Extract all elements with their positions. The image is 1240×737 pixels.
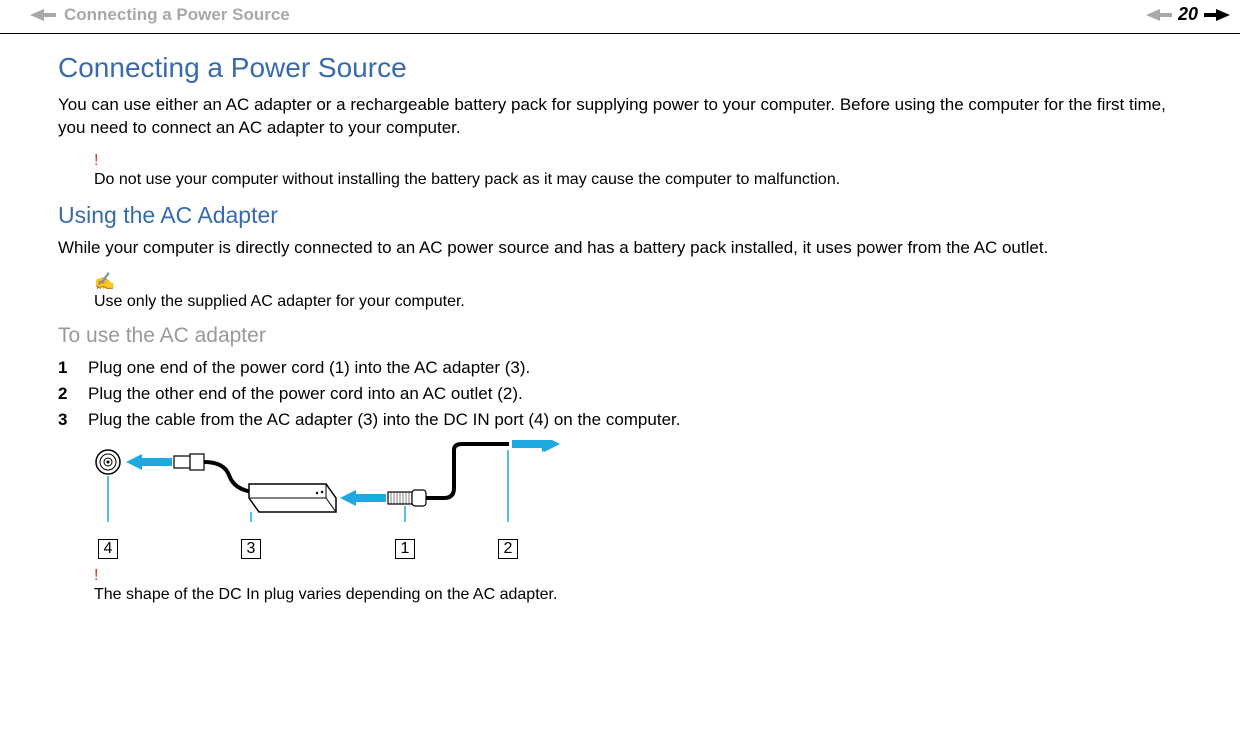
step-text: Plug the other end of the power cord int… — [88, 384, 523, 404]
power-cord-plug-icon — [388, 490, 426, 506]
diagram-svg — [94, 440, 564, 530]
arrow-to-port-icon — [126, 454, 172, 470]
arrow-to-adapter-icon — [340, 490, 386, 506]
page-content: Connecting a Power Source You can use ei… — [0, 34, 1240, 605]
breadcrumb: Connecting a Power Source — [64, 5, 290, 25]
warning-text: The shape of the DC In plug varies depen… — [94, 586, 557, 603]
pencil-icon: ✍ — [94, 272, 1180, 292]
list-item: 3 Plug the cable from the AC adapter (3)… — [58, 410, 1180, 430]
steps-list: 1 Plug one end of the power cord (1) int… — [58, 358, 1180, 430]
header-right: 20 — [1146, 4, 1230, 25]
section-body: While your computer is directly connecte… — [58, 237, 1180, 260]
diagram-labels: 4 3 1 2 — [94, 539, 1180, 559]
intro-paragraph: You can use either an AC adapter or a re… — [58, 94, 1180, 140]
diagram-label: 1 — [395, 539, 415, 559]
sub-heading: To use the AC adapter — [58, 324, 1180, 348]
warning-icon: ! — [94, 152, 1180, 170]
page-header: Connecting a Power Source 20 — [0, 0, 1240, 34]
list-item: 2 Plug the other end of the power cord i… — [58, 384, 1180, 404]
diagram-label: 3 — [241, 539, 261, 559]
diagram-label: 2 — [498, 539, 518, 559]
dc-plug-icon — [174, 454, 254, 492]
section-heading: Using the AC Adapter — [58, 202, 1180, 229]
warning-icon: ! — [94, 567, 1180, 585]
nav-prev-arrow-icon[interactable] — [30, 9, 56, 21]
step-number: 1 — [58, 358, 70, 378]
step-number: 3 — [58, 410, 70, 430]
note-block: ✍ Use only the supplied AC adapter for y… — [94, 272, 1180, 312]
step-text: Plug the cable from the AC adapter (3) i… — [88, 410, 680, 430]
nav-next-icon[interactable] — [1204, 9, 1230, 21]
warning-block: ! Do not use your computer without insta… — [94, 152, 1180, 190]
page-number: 20 — [1178, 4, 1198, 25]
page-title: Connecting a Power Source — [58, 52, 1180, 84]
warning-text: Do not use your computer without install… — [94, 171, 840, 188]
warning-block-2: ! The shape of the DC In plug varies dep… — [94, 567, 1180, 605]
step-number: 2 — [58, 384, 70, 404]
step-text: Plug one end of the power cord (1) into … — [88, 358, 530, 378]
arrow-right-icon — [512, 440, 560, 452]
list-item: 1 Plug one end of the power cord (1) int… — [58, 358, 1180, 378]
ac-adapter-diagram: 4 3 1 2 — [94, 440, 1180, 559]
ac-adapter-icon — [249, 484, 336, 512]
power-cord-cable-icon — [426, 444, 509, 498]
nav-back-icon[interactable] — [1146, 9, 1172, 21]
note-text: Use only the supplied AC adapter for you… — [94, 293, 465, 310]
header-left: Connecting a Power Source — [30, 5, 290, 25]
diagram-label: 4 — [98, 539, 118, 559]
dc-in-port-icon — [96, 450, 120, 474]
